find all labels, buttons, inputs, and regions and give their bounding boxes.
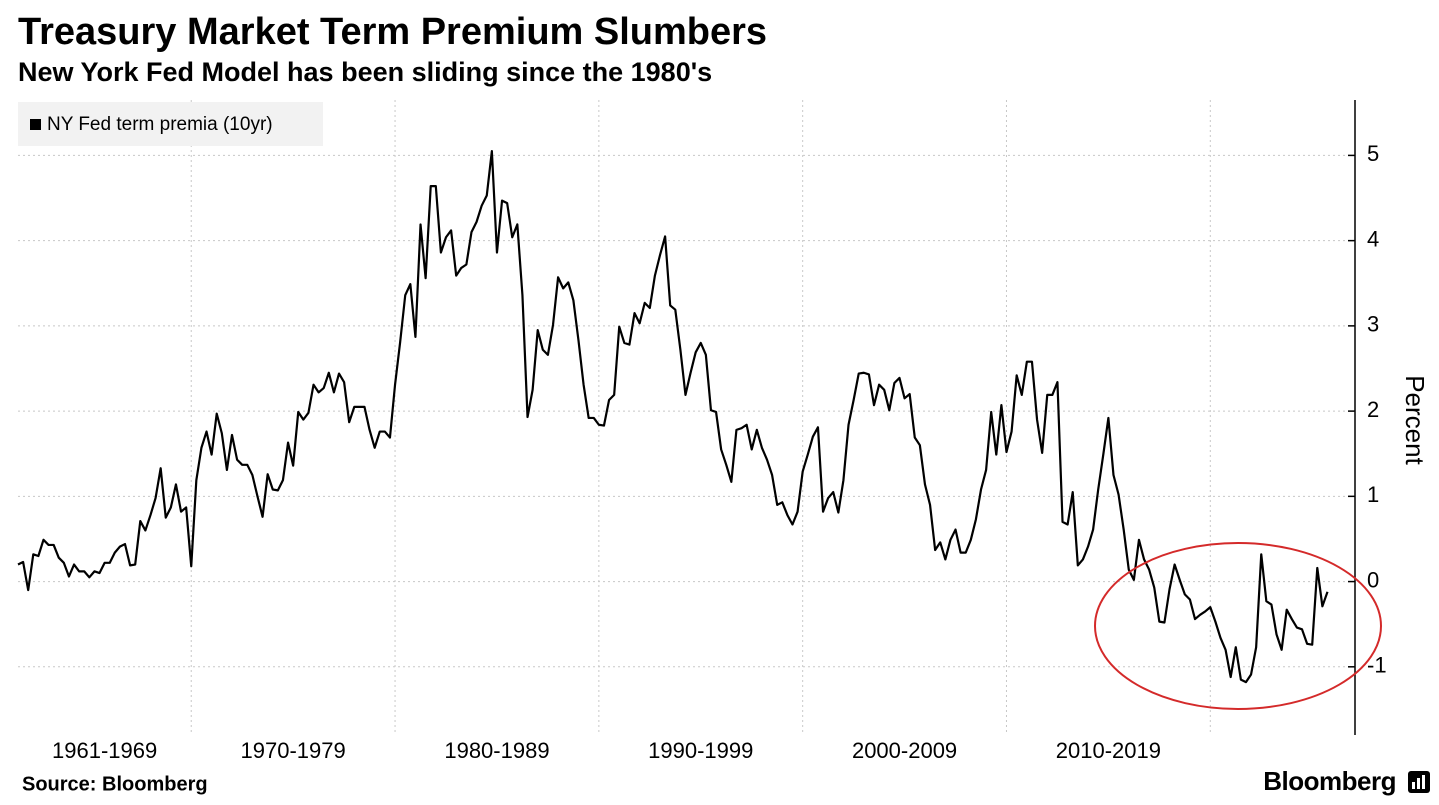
y-tick-label: 4 bbox=[1367, 226, 1379, 251]
y-tick-label: 5 bbox=[1367, 141, 1379, 166]
legend-swatch bbox=[30, 119, 41, 130]
x-tick-label: 1961-1969 bbox=[52, 738, 157, 763]
x-tick-label: 1990-1999 bbox=[648, 738, 753, 763]
chart-subtitle: New York Fed Model has been sliding sinc… bbox=[18, 57, 712, 87]
y-tick-label: -1 bbox=[1367, 653, 1387, 678]
x-tick-label: 1970-1979 bbox=[241, 738, 346, 763]
y-tick-label: 3 bbox=[1367, 312, 1379, 337]
chart-title: Treasury Market Term Premium Slumbers bbox=[18, 11, 767, 53]
y-axis-title: Percent bbox=[1400, 375, 1430, 465]
source: Source: Bloomberg bbox=[22, 773, 208, 795]
y-tick-label: 0 bbox=[1367, 567, 1379, 592]
highlight-circle bbox=[1094, 542, 1382, 710]
x-tick-label: 2000-2009 bbox=[852, 738, 957, 763]
y-tick-label: 1 bbox=[1367, 482, 1379, 507]
brand-icon bbox=[1408, 771, 1430, 793]
legend-label: NY Fed term premia (10yr) bbox=[47, 114, 273, 135]
plot: -1 0 1 2 3 4 5 1961-1969 1970-1979 1980-1989 1990-… bbox=[17, 100, 1387, 763]
legend: NY Fed term premia (10yr) bbox=[18, 102, 323, 146]
x-tick-label: 2010-2019 bbox=[1056, 738, 1161, 763]
brand-logo: Bloomberg bbox=[1263, 766, 1396, 796]
y-tick-label: 2 bbox=[1367, 397, 1379, 422]
legend-box bbox=[18, 102, 323, 146]
x-tick-label: 1980-1989 bbox=[444, 738, 549, 763]
data-line bbox=[17, 150, 1329, 684]
